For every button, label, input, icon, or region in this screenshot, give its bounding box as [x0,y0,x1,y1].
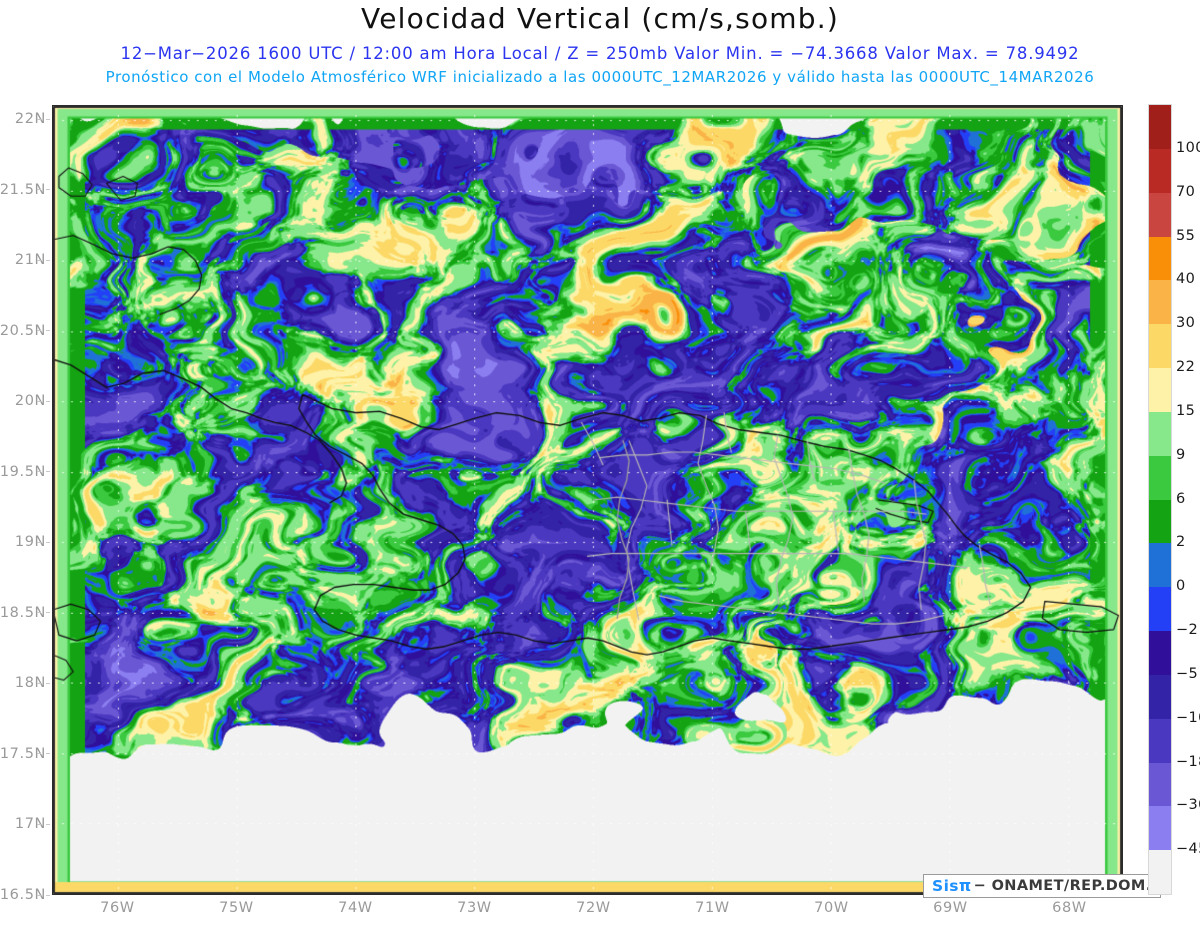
colorbar-band [1149,236,1171,281]
lat-tick-label: 17.5N [0,745,46,762]
colorbar-band [1149,192,1171,237]
subtitle-primary: 12−Mar−2026 1600 UTC / 12:00 am Hora Loc… [120,44,1080,63]
lat-tick-label: 18.5N [0,604,46,621]
colorbar-band [1149,280,1171,325]
colorbar-tick-label: 0 [1176,578,1186,595]
lat-tick-mark [46,682,50,684]
colorbar-tick-label: −30 [1176,797,1200,814]
colorbar-band [1149,324,1171,369]
attribution-badge: Sisπ − ONAMET/REP.DOM. [923,874,1161,898]
lat-tick-mark [37,541,41,543]
lat-tick-mark [46,471,50,473]
page-title: Velocidad Vertical (cm/s,somb.) [361,2,839,35]
lat-tick-label: 21N [14,252,46,269]
colorbar-tick-label: −2 [1176,622,1199,638]
lat-tick-mark [37,189,41,191]
lat-tick-mark [37,753,41,755]
colorbar-tick-label: −10 [1176,709,1200,726]
colorbar-tick-label: −45 [1176,841,1200,858]
lon-tick-label: 69W [933,900,968,916]
sispi-logo: Sisπ [932,877,972,895]
colorbar-tick-label: 9 [1176,446,1186,463]
colorbar-band [1149,105,1171,150]
subtitle-secondary: Pronóstico con el Modelo Atmosférico WRF… [105,68,1095,86]
lat-tick-mark [37,330,41,332]
colorbar-tick-label: 40 [1176,271,1196,288]
lat-tick-label: 19.5N [0,463,46,480]
lat-tick-mark [37,259,41,261]
lon-tick-label: 71W [695,900,730,916]
colorbar-band [1149,674,1171,720]
colorbar-band [1149,543,1171,588]
lon-tick-label: 75W [219,900,254,916]
lat-tick-mark [37,471,41,473]
lat-tick-mark [37,894,41,896]
colorbar-tick-label: −18 [1176,753,1200,770]
lat-tick-mark [46,400,50,402]
colorbar-tick-label: 55 [1176,227,1196,244]
map-plot-area[interactable] [52,105,1123,895]
lat-tick-label: 20N [14,393,46,410]
colorbar-band [1149,368,1171,413]
lat-tick-mark [37,682,41,684]
colorbar-band [1149,587,1171,632]
lon-tick-label: 76W [100,900,135,916]
lon-tick-label: 70W [814,900,849,916]
lat-tick-mark [46,541,50,543]
lat-tick-label: 20.5N [0,322,46,339]
lat-tick-label: 17N [14,816,46,833]
colorbar-tick-label: 30 [1176,315,1196,332]
colorbar-tick-label: 22 [1176,359,1196,375]
lat-tick-mark [46,894,50,896]
lat-tick-mark [37,118,41,120]
colorbar [1148,104,1172,895]
lat-tick-label: 16.5N [0,887,46,903]
lat-tick-mark [46,330,50,332]
colorbar-band [1149,631,1171,676]
colorbar-band [1149,718,1171,763]
lat-tick-mark [37,823,41,825]
colorbar-band [1149,499,1171,544]
lat-tick-label: 18N [14,675,46,692]
lon-tick-label: 74W [338,900,373,916]
colorbar-tick-label: 6 [1176,490,1186,507]
lat-tick-mark [46,118,50,120]
colorbar-band [1149,148,1171,194]
lat-tick-mark [46,259,50,261]
lat-tick-label: 22N [14,111,46,128]
lat-tick-mark [37,612,41,614]
lat-tick-mark [46,753,50,755]
attribution-text: − ONAMET/REP.DOM. [973,878,1152,894]
colorbar-tick-label: 70 [1176,183,1196,200]
lat-tick-label: 21.5N [0,181,46,198]
colorbar-tick-label: 15 [1176,402,1196,419]
colorbar-band [1149,455,1171,500]
lat-tick-mark [46,612,50,614]
colorbar-tick-label: 100 [1176,139,1200,156]
lon-tick-label: 73W [457,900,492,916]
lat-tick-mark [37,400,41,402]
lat-tick-mark [46,823,50,825]
colorbar-band [1149,850,1171,895]
lon-tick-label: 72W [576,900,611,916]
coastline-and-grid-overlay [53,106,1122,894]
lat-tick-mark [46,189,50,191]
chart-header: Velocidad Vertical (cm/s,somb.) 12−Mar−2… [0,0,1200,95]
colorbar-band [1149,762,1171,807]
lon-tick-label: 68W [1052,900,1087,916]
colorbar-tick-label: 2 [1176,534,1186,551]
colorbar-band [1149,806,1171,851]
lat-tick-label: 19N [14,534,46,551]
colorbar-band [1149,411,1171,457]
colorbar-tick-label: −5 [1176,665,1199,682]
